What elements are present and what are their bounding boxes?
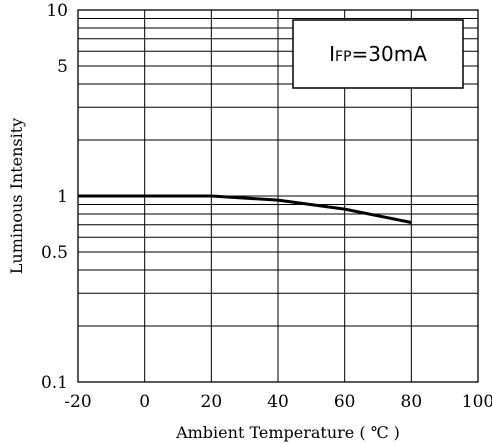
annotation-box	[292, 19, 464, 89]
x-tick-label: 0	[139, 392, 150, 412]
x-axis-label: Ambient Temperature ( ℃ )	[175, 423, 400, 442]
annotation-value: =30mA	[352, 42, 428, 66]
x-tick-label: 100	[462, 392, 492, 412]
y-tick-labels: 0.1 0.5 1 5 10	[41, 1, 68, 393]
y-tick-label: 5	[57, 57, 68, 77]
x-tick-label: 20	[201, 392, 223, 412]
y-tick-label: 0.1	[41, 373, 68, 393]
x-tick-label: 40	[267, 392, 289, 412]
grid-lines	[78, 10, 478, 382]
x-tick-label: 60	[334, 392, 356, 412]
y-tick-label: 0.5	[41, 243, 68, 263]
x-tick-label: -20	[64, 392, 91, 412]
x-tick-label: 80	[401, 392, 423, 412]
y-tick-label: 10	[46, 1, 68, 21]
annotation-text: IFP=30mA	[329, 42, 427, 66]
annotation-subscript: FP	[335, 49, 352, 65]
y-tick-label: 1	[57, 187, 68, 207]
series-line	[78, 194, 412, 224]
condition-annotation: IFP=30mA	[292, 19, 464, 89]
y-axis-label: Luminous Intensity	[7, 118, 26, 274]
x-tick-labels: -20 0 20 40 60 80 100	[64, 392, 492, 412]
annotation-prefix: I	[329, 42, 335, 66]
